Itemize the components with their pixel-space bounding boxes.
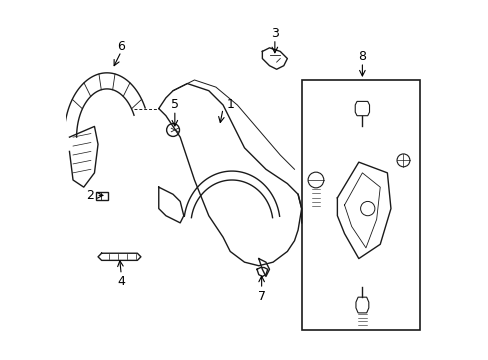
Text: 2: 2 xyxy=(86,189,94,202)
Text: 3: 3 xyxy=(270,27,278,40)
Text: 7: 7 xyxy=(257,289,265,303)
Text: 4: 4 xyxy=(117,275,125,288)
Text: 1: 1 xyxy=(226,99,234,112)
Text: 6: 6 xyxy=(117,40,125,53)
Text: 5: 5 xyxy=(170,99,179,112)
Text: 8: 8 xyxy=(358,50,366,63)
